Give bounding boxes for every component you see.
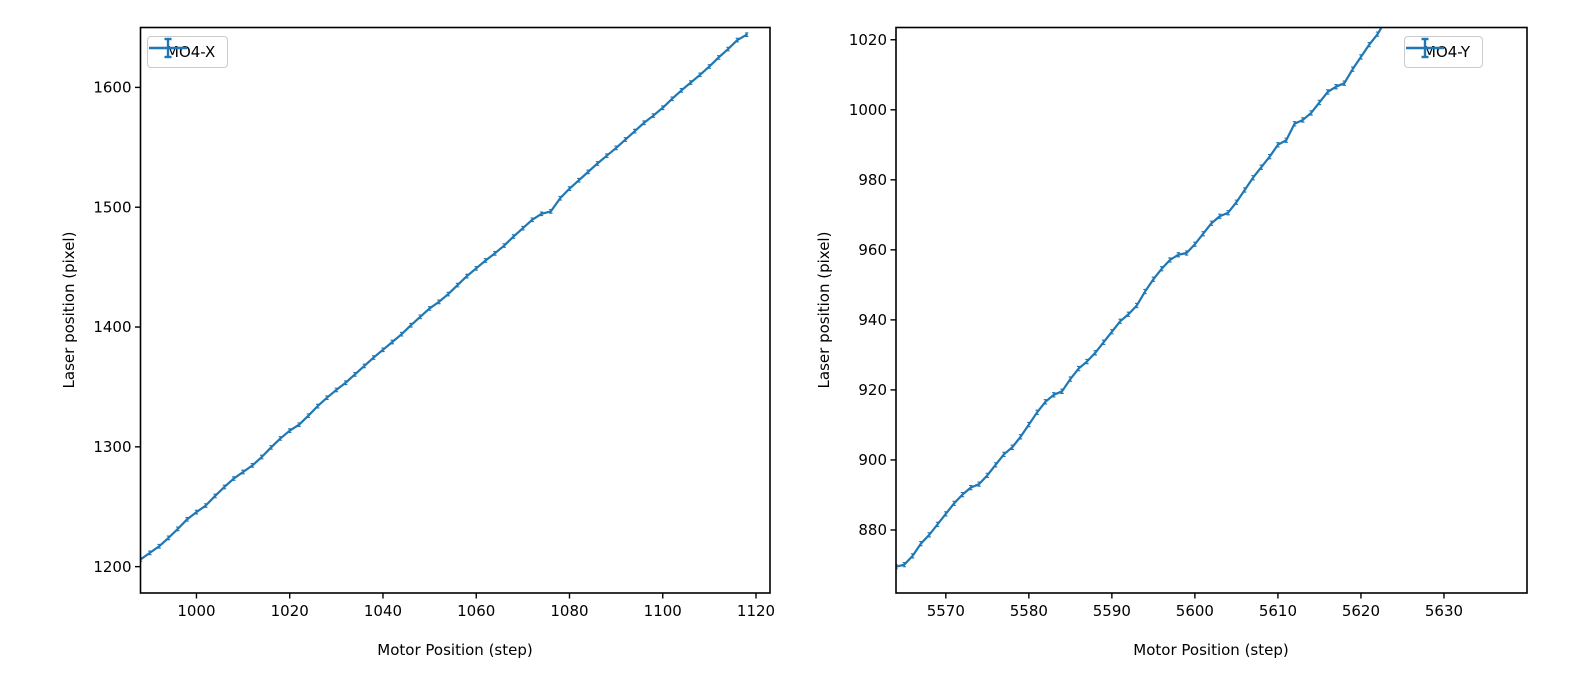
- y-tick-label: 900: [858, 451, 887, 469]
- x-tick-label: 1020: [271, 602, 309, 620]
- x-tick-label: 1060: [457, 602, 495, 620]
- x-tick-label: 1000: [177, 602, 215, 620]
- x-tick-label: 1080: [550, 602, 588, 620]
- ylabel-mo4x: Laser position (pixel): [60, 231, 78, 389]
- y-tick-label: 1600: [93, 79, 131, 97]
- error-bars: [896, 31, 1380, 570]
- y-tick-label: 1300: [93, 438, 131, 456]
- x-tick-label: 1120: [737, 602, 775, 620]
- chart-mo4-x: 1000 1020 1040 1060 1080 1100 1120 1200 1300 1400…: [93, 26, 775, 620]
- y-tick-label: 1400: [93, 318, 131, 336]
- x-tick-label: 5590: [1093, 602, 1131, 620]
- x-tick-label: 5620: [1342, 602, 1380, 620]
- legend-mo4x[interactable]: MO4-X: [147, 36, 229, 68]
- chart-mo4-y: 5570 5580 5590 5600 5610 5620 5630 880 900 920 940…: [849, 26, 1528, 620]
- data-line-mo4-x: [140, 33, 748, 561]
- y-tick-label: 920: [858, 381, 887, 399]
- y-tick-label: 940: [858, 311, 887, 329]
- axes-frame: [139, 26, 771, 594]
- x-tick-label: 1040: [364, 602, 402, 620]
- y-tick-label: 880: [858, 521, 887, 539]
- x-tick-label: 5630: [1425, 602, 1463, 620]
- xlabel-mo4x: Motor Position (step): [377, 641, 533, 659]
- y-tick-label: 1020: [849, 31, 887, 49]
- x-tick-label: 1100: [644, 602, 682, 620]
- x-tick-label: 5580: [1010, 602, 1048, 620]
- plot-area: [896, 27, 1383, 570]
- y-tick-label: 1200: [93, 558, 131, 576]
- y-tick-label: 1500: [93, 198, 131, 216]
- plot-area: [140, 32, 749, 562]
- data-line-mo4-y: [896, 27, 1383, 568]
- xlabel-mo4y: Motor Position (step): [1133, 641, 1289, 659]
- ylabel-mo4y: Laser position (pixel): [815, 231, 833, 389]
- x-tick-label: 5610: [1259, 602, 1297, 620]
- x-tick-label: 5570: [927, 602, 965, 620]
- x-tick-label: 5600: [1176, 602, 1214, 620]
- y-tick-label: 1000: [849, 101, 887, 119]
- legend-mo4y[interactable]: MO4-Y: [1404, 36, 1484, 68]
- axes-frame: [895, 26, 1528, 594]
- y-tick-label: 980: [858, 171, 887, 189]
- y-tick-label: 960: [858, 241, 887, 259]
